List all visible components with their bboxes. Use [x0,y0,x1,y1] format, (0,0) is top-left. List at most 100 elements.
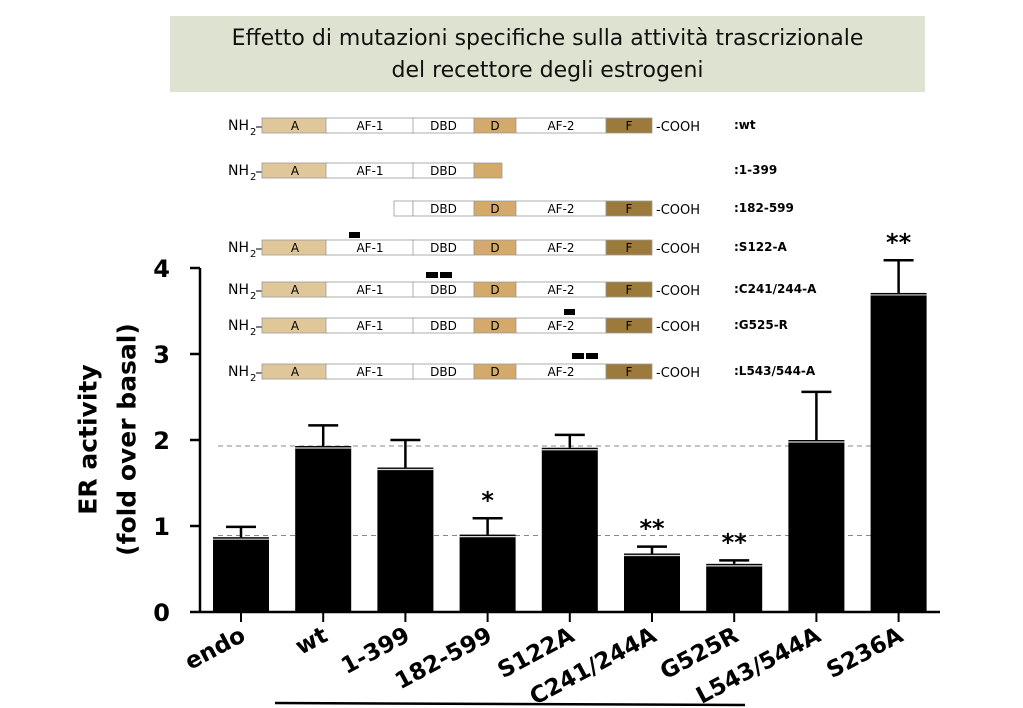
mutation-mark [426,272,438,278]
nh2-label: NH [228,118,249,134]
nh2-label: NH [228,282,249,298]
construct-row-4: NH 2 A AF-1 DBD D AF-2 F -COOH:S122-A [228,232,787,260]
significance-label-9: ** [886,228,912,256]
x-tick-label-9: S236A [822,622,907,684]
construct-label: :wt [734,118,756,132]
title-box: Effetto di mutazioni specifiche sulla at… [170,16,925,92]
domain-label: D [490,283,499,297]
domain-label: AF-2 [547,202,574,216]
mutation-mark [586,353,598,359]
domain-label: DBD [430,365,457,379]
domain-label: AF-2 [547,319,574,333]
significance-label-6: ** [639,515,665,543]
nh2-label: NH [228,163,249,179]
nh2-label: NH [228,364,249,380]
domain-label: AF-2 [547,119,574,133]
domain-F [605,317,653,334]
mutation-mark [349,232,360,238]
construct-row-3: DBD D AF-2 F -COOH:182-599 [393,200,794,218]
domain-label: D [490,119,499,133]
y-tick-label-4: 4 [153,255,170,283]
y-tick-label-2: 2 [153,427,170,455]
bar-wt [295,446,352,612]
domain-label: DBD [430,119,457,133]
domain-label: DBD [430,241,457,255]
x-tick-label-1: endo [181,622,250,675]
domain-label: DBD [430,164,457,178]
title-line-2: del recettore degli estrogeni [391,58,704,83]
bottom-underline [274,701,746,707]
x-tick-label-2: wt [291,622,332,660]
domain-label: DBD [430,319,457,333]
domain-F [605,281,653,298]
domain-label: AF-1 [356,241,383,255]
domain-label: D [490,241,499,255]
construct-label: :182-599 [734,201,794,215]
nh2-label: NH [228,318,249,334]
nh2-subscript: 2 [250,172,256,183]
significance-label-7: ** [722,528,748,556]
domain-label: F [626,283,633,297]
domain-label: F [626,202,633,216]
bar-endo [213,537,269,612]
domain-label: F [626,365,633,379]
domain-label: DBD [430,202,457,216]
construct-row-6: NH 2 A AF-1 DBD D AF-2 F -COOH:G525-R [228,309,788,338]
domain-F [605,117,653,134]
cooh-label: -COOH [656,242,700,257]
y-tick-label-3: 3 [153,341,170,369]
bar-G525R [706,563,763,612]
domain-label: D [490,319,499,333]
bar-182-599 [459,534,516,612]
domain-label: F [626,119,633,133]
nh2-label: NH [228,240,249,256]
significance-label-4: * [481,486,494,514]
nh2-subscript: 2 [250,249,256,260]
domain-label: A [291,319,300,333]
title-line-1: Effetto di mutazioni specifiche sulla at… [231,26,864,51]
construct-label: :L543/544-A [734,364,816,378]
domain-label: D [490,365,499,379]
nh2-subscript: 2 [250,291,256,302]
domain-label: F [626,241,633,255]
cooh-label: -COOH [656,284,700,299]
domain-label: AF-1 [356,319,383,333]
mutation-mark [440,272,452,278]
domain-label: AF-2 [547,241,574,255]
nh2-subscript: 2 [250,127,256,138]
construct-row-5: NH 2 A AF-1 DBD D AF-2 F -COOH :C241/244-A [228,272,817,302]
y-tick-label-0: 0 [153,599,170,627]
domain-label: A [291,164,300,178]
domain-label: A [291,365,300,379]
mutation-mark [564,309,575,315]
domain-label: DBD [430,283,457,297]
domain-label: AF-2 [547,365,574,379]
domain-fragment [393,200,414,217]
domain-label: AF-1 [356,119,383,133]
domain-label: AF-1 [356,164,383,178]
construct-label: :1-399 [734,163,777,177]
domain-label: AF-2 [547,283,574,297]
domain-F [605,363,653,380]
construct-row-7: NH 2 A AF-1 DBD D AF-2 F -COOH:L543/544-A [228,353,816,384]
bar-C241/244A [624,553,680,612]
bar-S122A [541,447,598,612]
cooh-label: -COOH [656,120,700,135]
domain-F [605,239,653,256]
construct-row-2: NH 2 A AF-1 DBD :1-399 [228,162,777,183]
y-tick-label-1: 1 [153,513,170,541]
construct-label: :G525-R [734,318,788,332]
cooh-label: -COOH [656,203,700,218]
cooh-label: -COOH [656,366,700,381]
mutation-mark [572,353,584,359]
bar-L543/544A [788,440,845,612]
domain-label: F [626,319,633,333]
bar-S236A [870,292,927,612]
domain-D [473,162,503,179]
domain-label: A [291,283,300,297]
cooh-label: -COOH [656,320,700,335]
domain-label: A [291,119,300,133]
domain-label: AF-1 [356,283,383,297]
construct-label: :C241/244-A [734,282,817,296]
